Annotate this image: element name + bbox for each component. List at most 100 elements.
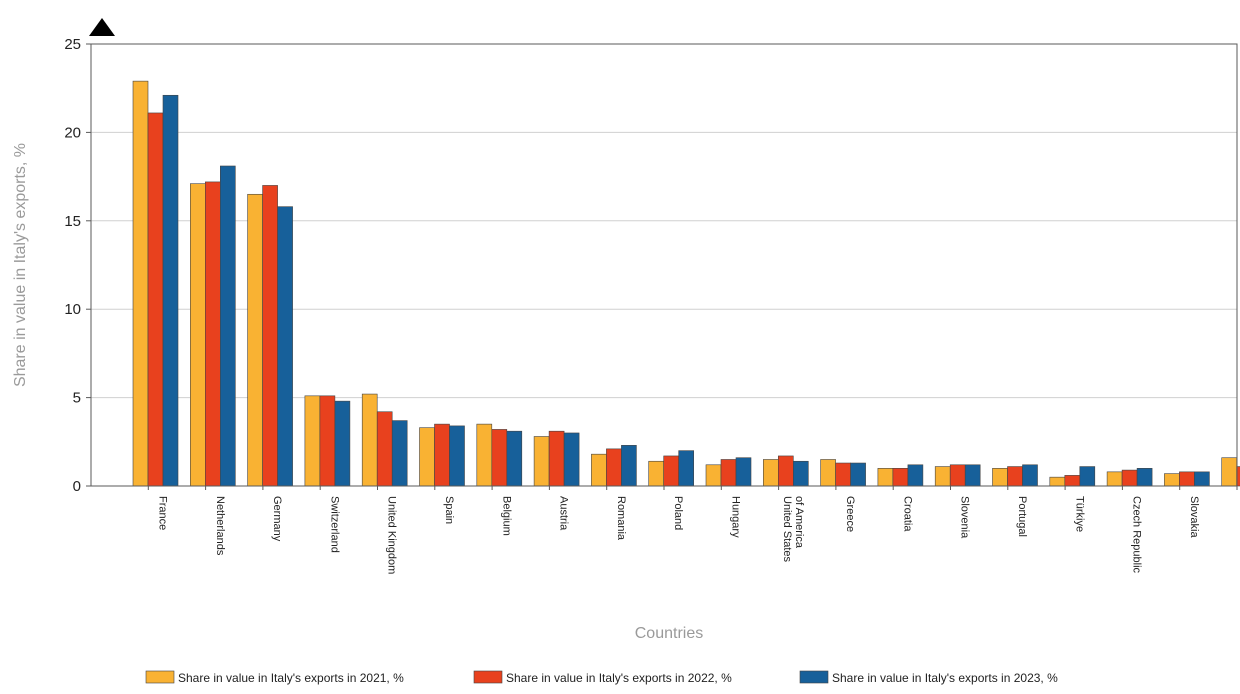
x-category-label: Türkiye xyxy=(1073,496,1085,532)
bar-2021 xyxy=(934,466,951,487)
bar-2022 xyxy=(720,459,737,487)
x-category-label-line: Belgium xyxy=(500,496,512,536)
bar-2022 xyxy=(606,448,622,487)
bar-2023 xyxy=(391,420,408,487)
x-category-labels: France Netherlands Germany Switzerland Unite… xyxy=(157,496,1240,574)
bar-2023 xyxy=(1022,464,1038,487)
bar-2022 xyxy=(835,462,851,487)
bar-2021 xyxy=(1049,476,1066,487)
bar-2021 xyxy=(361,393,378,487)
bar-2022 xyxy=(147,112,164,487)
bar-2021 xyxy=(705,464,722,487)
x-category-label: Spain xyxy=(443,496,455,524)
legend-swatch xyxy=(145,670,175,684)
bar-2023 xyxy=(907,464,924,487)
x-category-label: Croatia xyxy=(901,496,913,532)
bar-2021 xyxy=(877,468,894,487)
y-tick-label: 5 xyxy=(73,390,81,407)
bar-2023 xyxy=(449,425,465,487)
bar-2023 xyxy=(792,460,809,487)
bar-2023 xyxy=(220,165,236,487)
x-category-label-line: United Kingdom xyxy=(386,496,398,574)
plot-frame xyxy=(90,43,1238,487)
bar-2022 xyxy=(434,423,450,487)
x-category-label-line: Switzerland xyxy=(328,496,340,553)
legend-label: Share in value in Italy's exports in 202… xyxy=(832,671,1058,685)
bar-2021 xyxy=(762,459,779,487)
bar-2021 xyxy=(533,436,550,487)
x-category-label-line: Spain xyxy=(443,496,455,524)
bar-2021 xyxy=(247,193,263,487)
y-tick-label: 25 xyxy=(64,36,81,53)
x-category-label: France xyxy=(157,496,169,530)
x-category-label-line: France xyxy=(157,496,169,530)
bar-2023 xyxy=(162,94,179,487)
x-category-label: Poland xyxy=(672,496,684,530)
x-category-label-line: Türkiye xyxy=(1073,496,1085,532)
x-category-label-line: Greece xyxy=(844,496,856,532)
bar-2021 xyxy=(591,453,607,487)
y-axis-arrow-icon xyxy=(89,18,115,36)
bar-2022 xyxy=(319,395,336,487)
x-category-label: Switzerland xyxy=(328,496,340,553)
bar-2021 xyxy=(820,459,836,487)
x-category-label-line: Portugal xyxy=(1016,496,1028,537)
x-category-label-line: Germany xyxy=(271,496,283,542)
bar-2022 xyxy=(376,411,393,487)
x-category-label: United States of America xyxy=(781,496,805,563)
x-category-label: Greece xyxy=(844,496,856,532)
bar-2022 xyxy=(1007,466,1023,487)
bar-2023 xyxy=(563,432,580,487)
x-category-label: Czech Republic xyxy=(1131,496,1143,574)
legend-item: Share in value in Italy's exports in 202… xyxy=(145,670,404,685)
x-category-label: Germany xyxy=(271,496,283,542)
bar-2021 xyxy=(476,423,493,487)
bar-2021 xyxy=(190,183,206,487)
bar-2021 xyxy=(1106,471,1123,487)
x-category-label: Slovenia xyxy=(959,496,971,539)
legend: Share in value in Italy's exports in 202… xyxy=(145,670,1058,685)
x-category-label-line: Slovakia xyxy=(1188,496,1200,538)
axes xyxy=(89,18,1238,487)
legend-item: Share in value in Italy's exports in 202… xyxy=(799,670,1058,685)
x-category-label: Slovakia xyxy=(1188,496,1200,538)
y-tick-label: 20 xyxy=(64,124,81,141)
bar-2021 xyxy=(648,460,665,487)
legend-swatch xyxy=(473,670,503,684)
x-category-label-line: of America xyxy=(793,496,805,549)
x-category-label-line: Slovenia xyxy=(959,496,971,539)
y-tick-label: 15 xyxy=(64,213,81,230)
bar-2023 xyxy=(277,206,293,487)
bar-2021 xyxy=(132,80,149,487)
x-axis-title: Countries xyxy=(635,625,703,642)
x-category-label: United Kingdom xyxy=(386,496,398,574)
bar-2021 xyxy=(419,427,435,487)
x-category-label-line: Austria xyxy=(558,496,570,531)
x-category-label: Portugal xyxy=(1016,496,1028,537)
bar-2023 xyxy=(621,445,637,487)
bar-2023 xyxy=(964,464,981,487)
bar-2022 xyxy=(663,455,680,487)
x-category-label: Austria xyxy=(558,496,570,531)
legend-item: Share in value in Italy's exports in 202… xyxy=(473,670,732,685)
legend-swatch xyxy=(799,670,829,684)
x-category-label-line: Hungary xyxy=(730,496,742,538)
bar-2023 xyxy=(334,400,351,487)
bar-2021 xyxy=(1164,473,1180,487)
x-category-label: Hungary xyxy=(730,496,742,538)
x-category-label-line: Czech Republic xyxy=(1131,496,1143,574)
x-category-label: Belgium xyxy=(500,496,512,536)
bar-2023 xyxy=(506,430,523,487)
bar-2021 xyxy=(1221,457,1237,487)
bar-2022 xyxy=(1064,475,1081,487)
bar-2022 xyxy=(205,181,221,487)
legend-label: Share in value in Italy's exports in 202… xyxy=(506,671,732,685)
legend-label: Share in value in Italy's exports in 202… xyxy=(178,671,404,685)
x-category-label-line: Croatia xyxy=(901,496,913,532)
bar-2022 xyxy=(777,455,794,487)
bar-2023 xyxy=(850,462,866,487)
x-category-label-line: Romania xyxy=(615,496,627,541)
bar-2021 xyxy=(992,468,1008,487)
bar-2022 xyxy=(491,429,508,487)
